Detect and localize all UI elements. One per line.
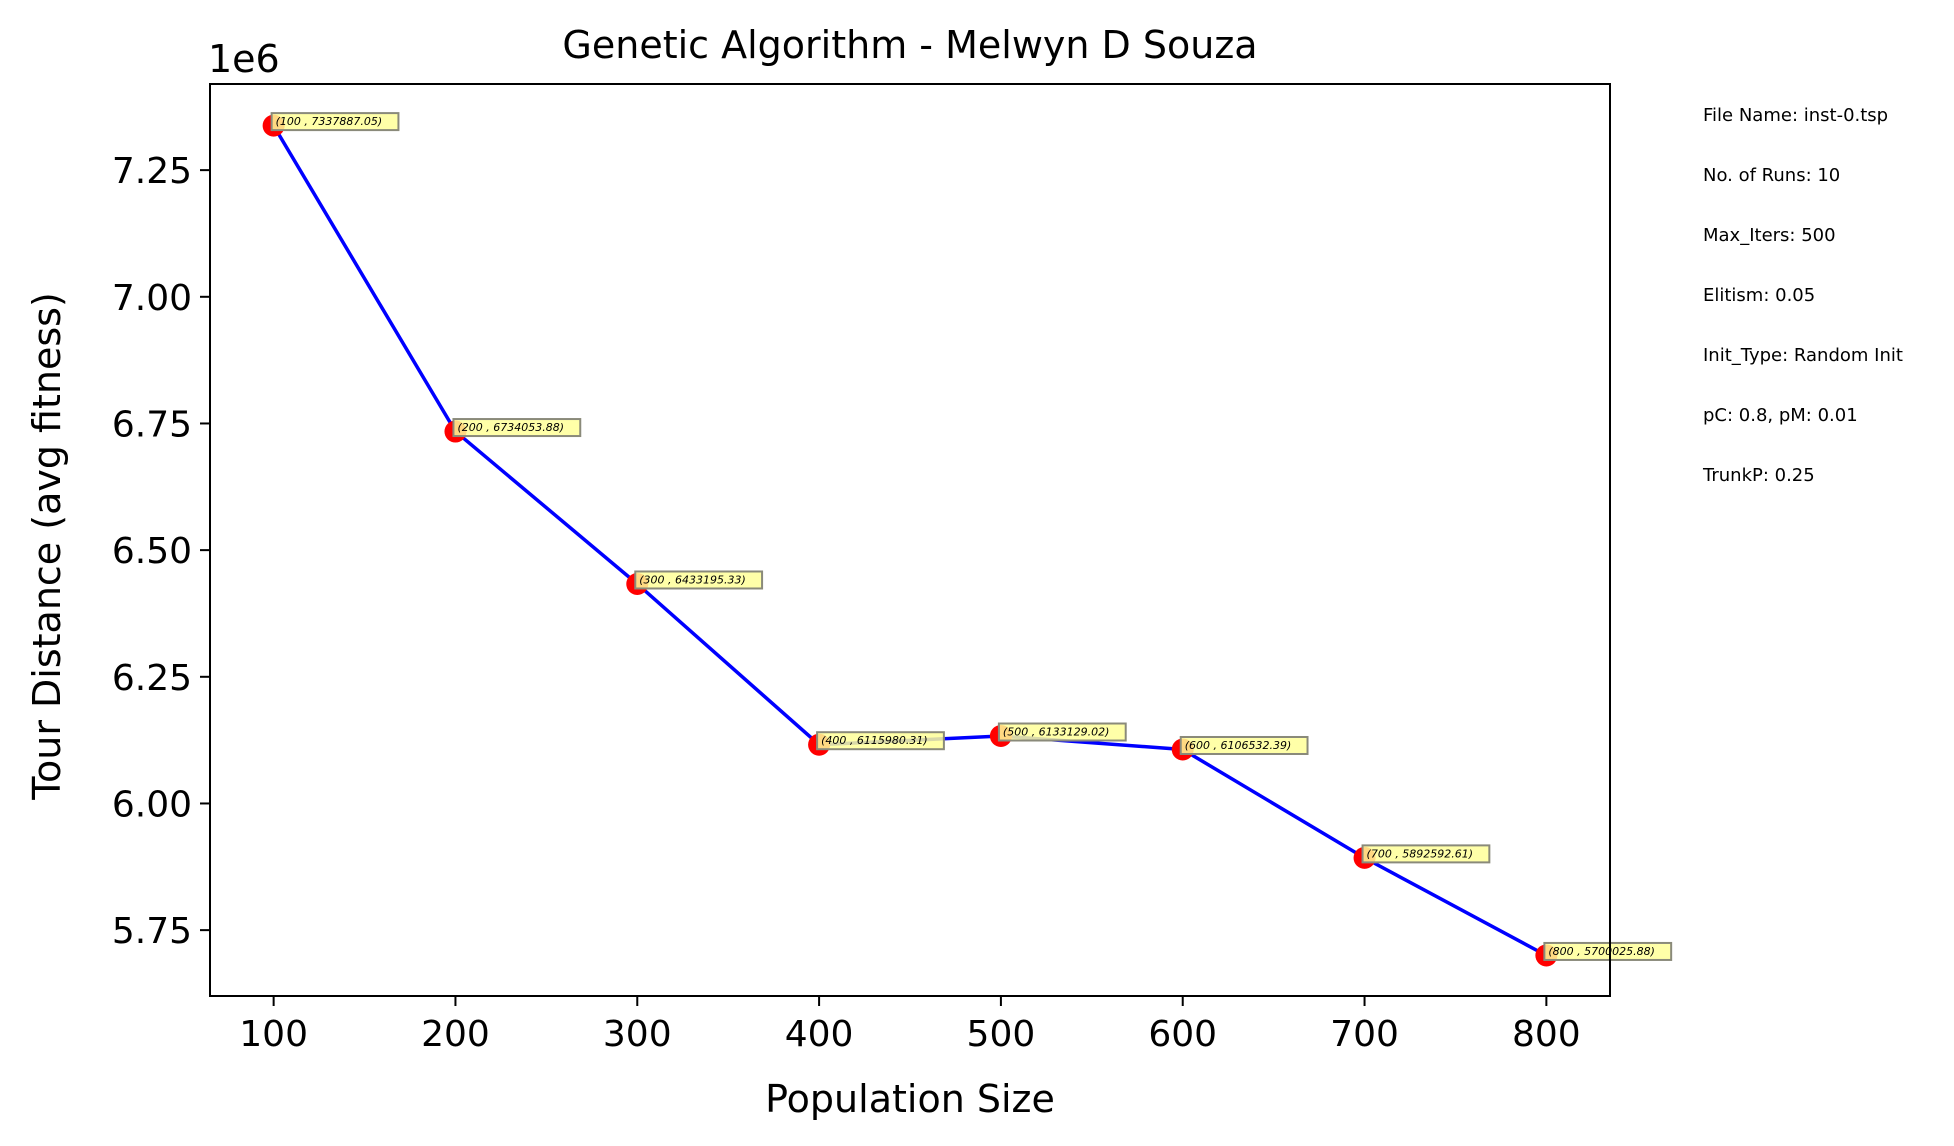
- y-axis-label: Tour Distance (avg fitness): [25, 292, 69, 801]
- y-tick-label: 7.25: [112, 151, 192, 192]
- data-label: (400 , 6115980.31): [821, 734, 928, 747]
- data-label-box: [1179, 735, 1309, 755]
- data-label: (700 , 5892592.61): [1367, 847, 1474, 860]
- x-tick-label: 300: [603, 1014, 672, 1055]
- run-parameters-notes: File Name: inst-0.tsp No. of Runs: 10 Max_…: [1702, 105, 1903, 486]
- x-tick-label: 500: [967, 1014, 1036, 1055]
- y-tick-label: 7.00: [112, 278, 192, 319]
- data-label-box: [1543, 941, 1673, 961]
- parameter-note: Init_Type: Random Init: [1703, 345, 1903, 366]
- parameter-note: No. of Runs: 10: [1703, 165, 1840, 186]
- parameter-note: pC: 0.8, pM: 0.01: [1703, 405, 1858, 426]
- data-label: (600 , 6106532.39): [1185, 739, 1292, 752]
- x-tick-label: 400: [785, 1014, 854, 1055]
- x-tick-label: 700: [1330, 1014, 1399, 1055]
- series-line: [272, 124, 1548, 958]
- data-label: (800 , 5700025.88): [1548, 945, 1655, 958]
- y-axis-offset-label: 1e6: [208, 37, 280, 81]
- axis-ticks: 100 200 300 400 500 600 700 800 5.75 6.00 6.25 6.50…: [112, 151, 1581, 1055]
- data-label: (200 , 6734053.88): [457, 421, 564, 434]
- parameter-note: Max_Iters: 500: [1703, 225, 1836, 246]
- data-label-box: [997, 722, 1127, 742]
- x-tick-label: 800: [1512, 1014, 1581, 1055]
- data-label: (100 , 7337887.05): [276, 115, 383, 128]
- parameter-note: Elitism: 0.05: [1703, 285, 1815, 306]
- data-label-box: [452, 418, 582, 438]
- y-tick-label: 6.00: [112, 784, 192, 825]
- x-tick-label: 200: [421, 1014, 490, 1055]
- x-tick-label: 100: [239, 1014, 308, 1055]
- plot-area-frame: [209, 83, 1611, 997]
- data-point-labels: (100 , 7337887.05) (200 , 6734053.88) (300…: [270, 112, 1673, 961]
- data-label-box: [270, 112, 400, 132]
- x-axis-label: Population Size: [765, 1077, 1055, 1121]
- parameter-note: TrunkP: 0.25: [1702, 465, 1815, 486]
- chart-title: Genetic Algorithm - Melwyn D Souza: [562, 23, 1257, 67]
- y-tick-label: 6.25: [112, 658, 192, 699]
- data-label: (500 , 6133129.02): [1003, 726, 1110, 739]
- data-label: (300 , 6433195.33): [639, 573, 746, 586]
- y-tick-label: 5.75: [112, 911, 192, 952]
- y-tick-label: 6.50: [112, 531, 192, 572]
- parameter-note: File Name: inst-0.tsp: [1703, 105, 1888, 126]
- data-label-box: [634, 570, 764, 590]
- data-series: [262, 114, 1558, 967]
- data-label-box: [1361, 844, 1491, 864]
- y-tick-label: 6.75: [112, 404, 192, 445]
- data-label-box: [816, 731, 945, 751]
- x-tick-label: 600: [1148, 1014, 1217, 1055]
